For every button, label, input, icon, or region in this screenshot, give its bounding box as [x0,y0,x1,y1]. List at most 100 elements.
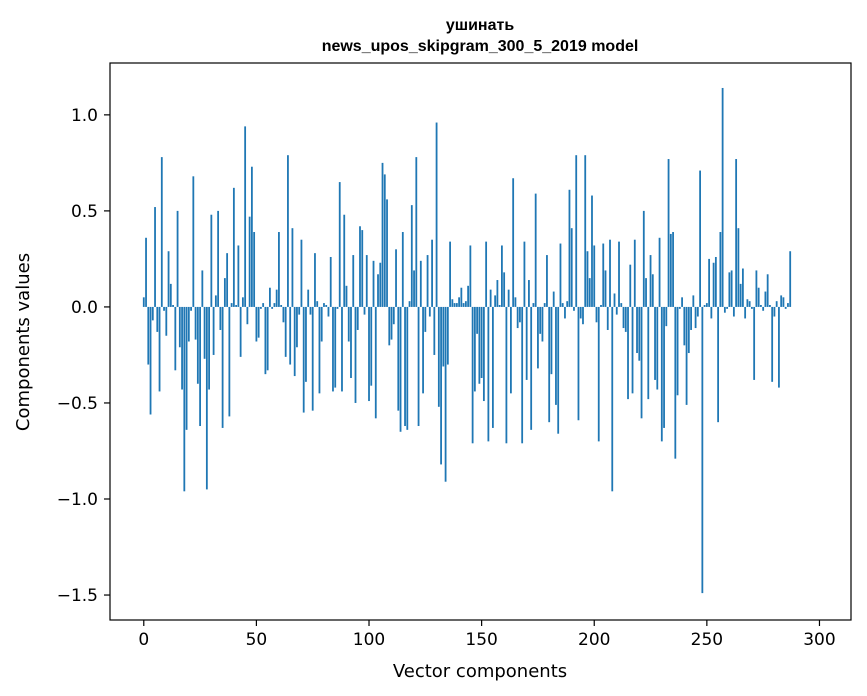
bar [784,306,787,309]
bar [163,306,165,311]
bar [406,306,409,430]
bar [586,251,589,307]
bar [532,303,535,307]
bar [336,306,339,309]
bar [778,306,780,388]
bar [401,232,404,307]
bar [181,306,183,390]
bar [363,306,366,315]
bar [149,306,152,415]
bar [464,301,467,307]
bar [627,306,629,400]
bar [253,232,256,307]
bar [705,303,708,307]
bar [552,291,555,307]
x-tick-label: 300 [803,630,835,650]
bar [665,306,668,327]
bar [631,306,634,394]
bar [323,303,325,307]
bar [395,249,397,307]
bar [212,306,215,355]
bar [314,253,316,307]
x-tick-label: 250 [691,630,723,650]
bar [748,301,751,307]
bar [546,255,548,307]
bar [345,285,348,307]
bar [681,297,683,307]
bar [230,303,233,307]
bar [741,268,744,307]
bar [269,287,271,307]
bar [386,199,388,307]
bar [485,241,488,307]
bar [523,241,526,307]
bar [530,306,533,430]
bar [325,305,328,307]
bar [746,299,749,307]
x-tick-label: 100 [353,630,385,650]
bar [327,306,330,317]
bar [205,306,208,490]
bar [167,251,170,307]
bar [744,306,747,319]
bar [582,306,584,325]
bar [422,306,424,394]
bar [266,306,269,371]
bar [480,306,483,378]
bar [298,306,301,315]
bar [444,306,447,482]
bar [190,306,192,311]
y-tick-label: −1.5 [57,586,98,606]
bar [728,272,731,307]
y-tick-label: −0.5 [57,394,98,414]
bar [223,278,226,307]
bar [755,270,758,307]
bar [773,306,776,317]
bar [221,306,224,428]
bar [503,272,506,307]
bar [462,303,465,307]
bar [651,274,654,307]
bar [160,157,163,307]
bar [431,239,433,307]
x-axis-label: Vector components [393,661,567,682]
bar [696,306,699,317]
bar [203,306,206,359]
bar [764,291,767,307]
bar [602,243,605,307]
y-axis-label: Components values [13,253,34,431]
bar [210,214,213,307]
bar [311,306,314,411]
bar [291,228,294,307]
bar [246,306,249,325]
bar [593,245,596,307]
bar [397,306,400,411]
bar [196,306,199,384]
y-tick-label: 1.0 [71,106,98,126]
bar [514,297,517,307]
bars-group [142,87,792,594]
bar [428,306,431,317]
bar [262,303,265,307]
bar [525,306,528,380]
bar [606,306,609,330]
bar [379,262,382,307]
bar [775,301,778,307]
bar [239,306,242,357]
bar [787,303,789,307]
bar [365,255,368,307]
bar [521,306,524,444]
bar [316,301,319,307]
bar [573,306,575,311]
bar [780,295,783,307]
bar [278,232,280,307]
bar [726,306,729,309]
bar [329,256,332,307]
bar [575,155,578,307]
bar [408,301,411,307]
bar [591,195,593,307]
bar [305,306,307,382]
bar [658,237,661,307]
bar [318,306,321,394]
bar [636,306,638,354]
